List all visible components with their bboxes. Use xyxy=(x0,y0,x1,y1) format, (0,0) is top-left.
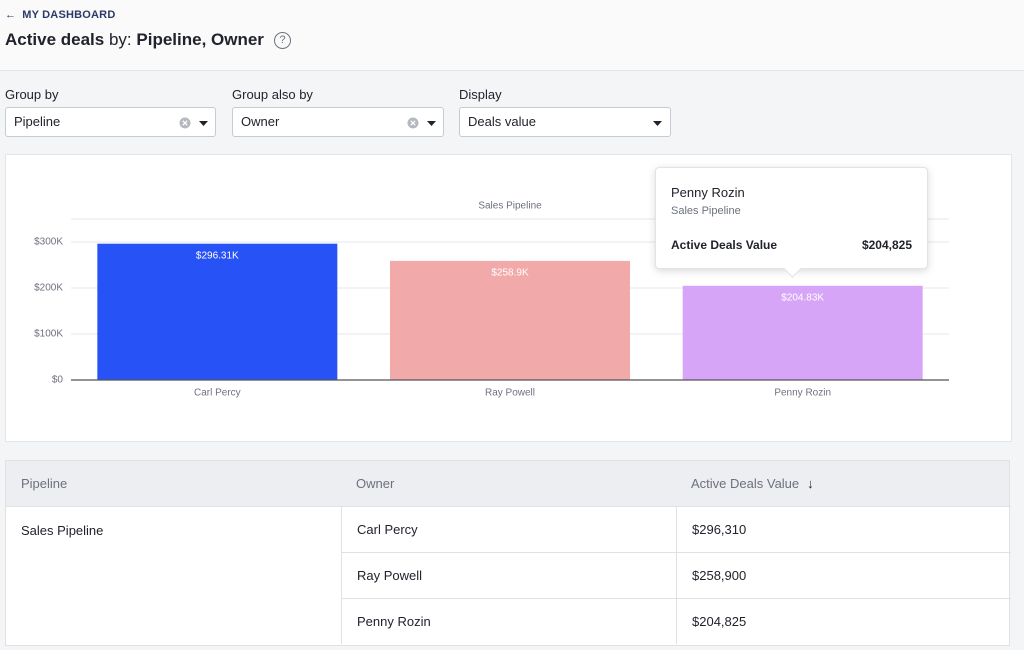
x-tick-label: Ray Powell xyxy=(485,388,535,399)
table-cell: Penny Rozin xyxy=(341,598,676,644)
y-tick-label: $0 xyxy=(52,375,64,386)
value-label: $258.9K xyxy=(491,268,529,279)
bar xyxy=(97,243,338,380)
table-cell: Ray Powell xyxy=(341,552,676,598)
control-label: Group also by xyxy=(232,87,313,102)
select[interactable]: Pipeline xyxy=(5,107,216,137)
column-header-text[interactable]: Active Deals Value xyxy=(691,476,800,491)
value-label: $296.31K xyxy=(196,250,239,261)
table-cell: Carl Percy xyxy=(341,506,676,552)
help-icon[interactable]: ? xyxy=(274,32,291,49)
control-label: Group by xyxy=(5,87,59,102)
column-header[interactable]: Owner xyxy=(356,461,395,506)
page-title: Active deals by: Pipeline, Owner xyxy=(5,30,264,50)
table-cell: $204,825 xyxy=(676,598,1011,644)
tooltip-label: Active Deals Value xyxy=(671,238,778,252)
select[interactable]: Deals value xyxy=(459,107,671,137)
table-cell: $258,900 xyxy=(676,552,1011,598)
tooltip-title: Penny Rozin xyxy=(671,185,745,200)
bar xyxy=(390,260,630,380)
column-header[interactable]: Active Deals Value ↓ xyxy=(691,461,814,506)
x-tick-label: Penny Rozin xyxy=(774,388,831,399)
back-link[interactable]: ← MY DASHBOARD xyxy=(5,9,116,21)
y-tick-label: $200K xyxy=(34,283,63,294)
y-tick-label: $100K xyxy=(34,329,63,340)
select-value[interactable]: Pipeline xyxy=(14,114,61,129)
select-value[interactable]: Deals value xyxy=(468,114,536,129)
select-value[interactable]: Owner xyxy=(241,114,280,129)
column-header[interactable]: Pipeline xyxy=(21,461,68,506)
tooltip: Penny Rozin Sales Pipeline Active Deals … xyxy=(655,167,928,278)
data-table: Pipeline Owner Active Deals Value ↓ Sales… xyxy=(5,460,1011,646)
y-tick-label: $300K xyxy=(34,237,63,248)
back-link-text[interactable]: MY DASHBOARD xyxy=(22,9,116,21)
select-caret[interactable] xyxy=(650,108,670,138)
select-icons[interactable] xyxy=(176,108,216,138)
tooltip-value: $204,825 xyxy=(861,238,912,252)
control-label: Display xyxy=(459,87,502,102)
series-name: Sales Pipeline xyxy=(478,201,542,212)
value-label: $204.83K xyxy=(781,292,824,303)
tooltip-subtitle: Sales Pipeline xyxy=(671,205,741,217)
x-tick-label: Carl Percy xyxy=(194,388,241,399)
select[interactable]: Owner xyxy=(232,107,444,137)
title-groups: Pipeline, Owner xyxy=(136,30,264,49)
bar xyxy=(682,285,923,380)
table-header xyxy=(6,461,1009,506)
header: ← MY DASHBOARD Active deals by: Pipeline,… xyxy=(0,0,1024,71)
select-icons[interactable] xyxy=(404,108,444,138)
group-cell: Sales Pipeline xyxy=(6,506,341,644)
title-by: by: xyxy=(108,30,132,49)
table-cell: $296,310 xyxy=(676,506,1011,552)
title-main: Active deals xyxy=(5,30,105,49)
